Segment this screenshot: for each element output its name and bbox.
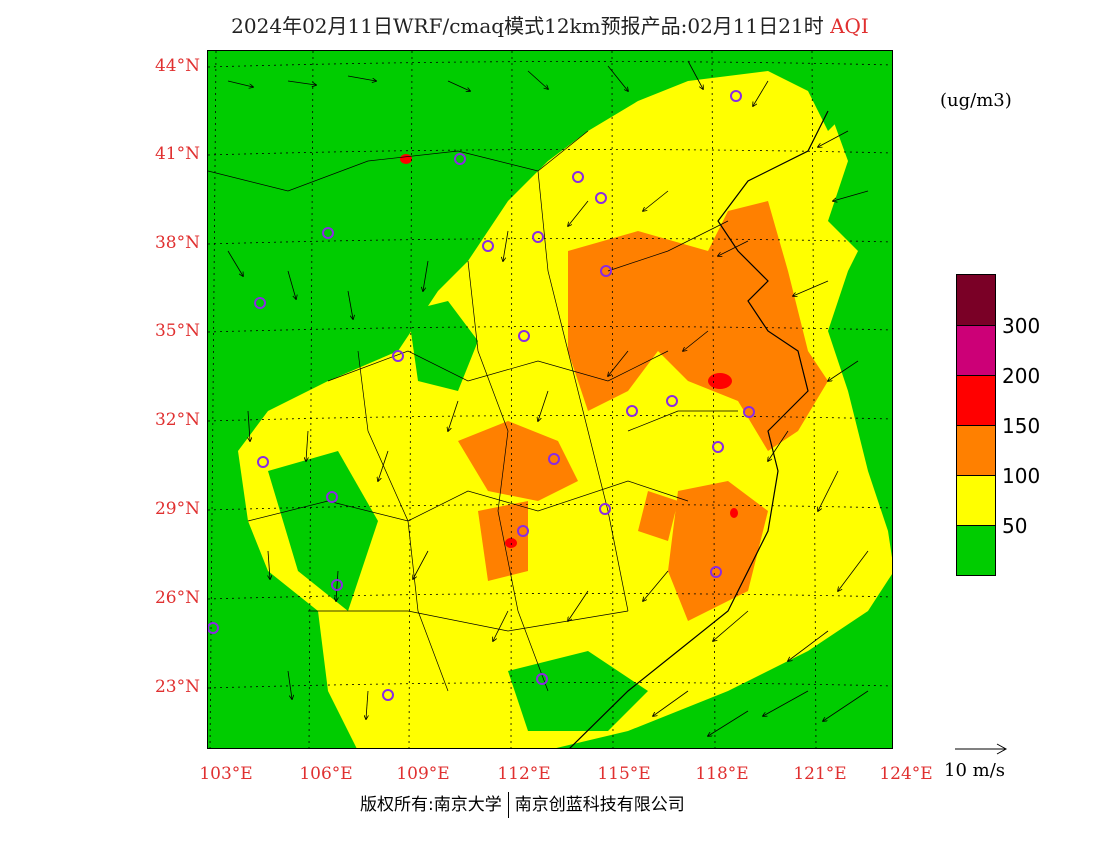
copyright-footer: 版权所有:南京大学 南京创蓝科技有限公司 bbox=[360, 790, 685, 818]
map-title: 2024年02月11日WRF/cmaq模式12km预报产品:02月11日21时 … bbox=[0, 10, 1100, 39]
legend-label-150: 150 bbox=[1002, 414, 1041, 438]
title-main: 2024年02月11日WRF/cmaq模式12km预报产品:02月11日21时 bbox=[231, 14, 824, 38]
aqi-zone-orange-east bbox=[668, 481, 768, 621]
footer-divider bbox=[507, 792, 509, 818]
map-canvas bbox=[208, 51, 892, 748]
color-legend bbox=[956, 274, 996, 576]
footer-left: 版权所有:南京大学 bbox=[360, 795, 502, 815]
title-product: AQI bbox=[830, 14, 869, 38]
aqi-zone-red-4 bbox=[730, 508, 738, 518]
aqi-zone-red-3 bbox=[400, 154, 412, 164]
lon-label-109e: 109°E bbox=[396, 764, 450, 784]
lon-label-124e: 124°E bbox=[879, 764, 933, 784]
aqi-zone-green-ne bbox=[808, 51, 892, 251]
aqi-zone-orange-hunan bbox=[478, 501, 528, 581]
footer-right: 南京创蓝科技有限公司 bbox=[514, 795, 685, 815]
lat-label-35n: 35°N bbox=[154, 321, 200, 341]
station-markers bbox=[208, 90, 755, 701]
coastline bbox=[569, 110, 829, 748]
aqi-zone-orange-central bbox=[458, 421, 578, 501]
lat-label-23n: 23°N bbox=[154, 677, 200, 697]
legend-swatch-maroon bbox=[957, 275, 995, 325]
legend-swatch-yellow bbox=[957, 475, 995, 525]
lon-label-121e: 121°E bbox=[793, 764, 847, 784]
lat-label-26n: 26°N bbox=[154, 588, 200, 608]
aqi-zone-orange-jiangxi bbox=[638, 491, 678, 541]
wind-vectors bbox=[227, 60, 869, 736]
lat-label-44n: 44°N bbox=[154, 56, 200, 76]
legend-label-50: 50 bbox=[1002, 514, 1028, 538]
aqi-zone-red-1 bbox=[708, 373, 732, 389]
legend-swatch-magenta bbox=[957, 325, 995, 375]
aqi-zone-orange-north bbox=[568, 201, 828, 451]
legend-swatch-red bbox=[957, 375, 995, 425]
lon-label-103e: 103°E bbox=[199, 764, 253, 784]
lon-label-115e: 115°E bbox=[597, 764, 651, 784]
lat-label-29n: 29°N bbox=[154, 499, 200, 519]
aqi-zone-green-west bbox=[408, 301, 478, 391]
wind-reference-label: 10 m/s bbox=[944, 760, 1005, 781]
lon-label-112e: 112°E bbox=[497, 764, 551, 784]
wind-reference-arrow-icon bbox=[955, 743, 1008, 755]
lat-label-41n: 41°N bbox=[154, 144, 200, 164]
lat-label-38n: 38°N bbox=[154, 233, 200, 253]
lon-label-118e: 118°E bbox=[695, 764, 749, 784]
unit-label: (ug/m3) bbox=[940, 90, 1012, 111]
legend-label-200: 200 bbox=[1002, 364, 1041, 388]
aqi-zone-green-sw bbox=[268, 451, 378, 611]
legend-swatch-green bbox=[957, 525, 995, 575]
legend-swatch-orange bbox=[957, 425, 995, 475]
aqi-map[interactable] bbox=[207, 50, 893, 749]
lat-label-32n: 32°N bbox=[154, 410, 200, 430]
legend-label-100: 100 bbox=[1002, 464, 1041, 488]
legend-label-300: 300 bbox=[1002, 314, 1041, 338]
graticule bbox=[208, 51, 892, 748]
lon-label-106e: 106°E bbox=[299, 764, 353, 784]
